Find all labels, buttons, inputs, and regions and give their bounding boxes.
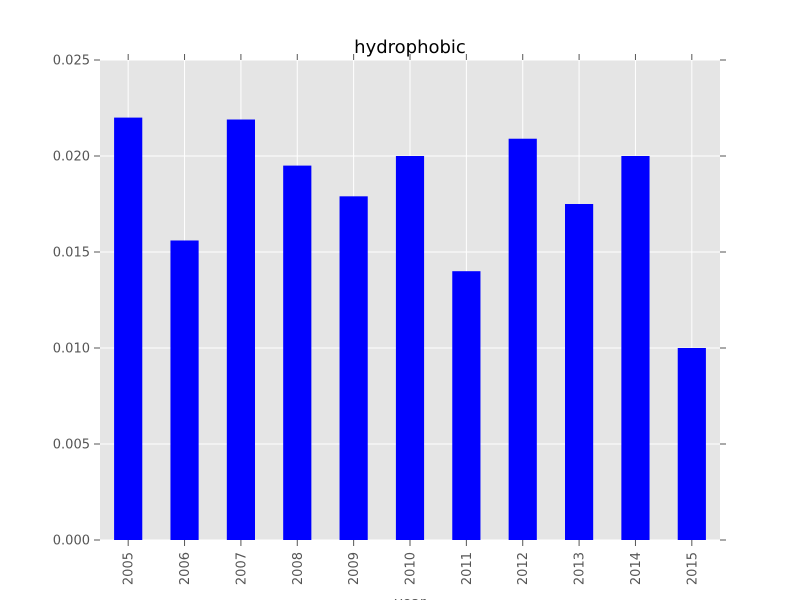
x-axis-label: year <box>394 595 425 600</box>
bar-2013 <box>565 204 594 540</box>
x-tick-label: 2011 <box>460 552 475 585</box>
y-tick-label: 0.025 <box>53 54 90 69</box>
x-tick-label: 2015 <box>685 552 700 585</box>
x-tick-label: 2013 <box>573 552 588 585</box>
bar-2011 <box>452 271 481 540</box>
x-tick-label: 2014 <box>629 552 644 585</box>
x-tick-labels: 2005 2006 2007 2008 2009 2010 2011 2012 2013 2014… <box>122 552 701 585</box>
x-tick-label: 2009 <box>347 552 362 585</box>
bar-2015 <box>677 348 706 540</box>
x-tick-marks <box>127 54 693 546</box>
x-tick-label: 2007 <box>234 552 249 585</box>
bar-2014 <box>621 156 650 540</box>
chart-title: hydrophobic <box>354 37 466 58</box>
y-tick-label: 0.010 <box>53 342 90 357</box>
bar-2005 <box>114 117 143 540</box>
bars <box>114 117 706 541</box>
y-tick-marks <box>94 59 726 541</box>
x-tick-label: 2005 <box>122 552 137 585</box>
x-tick-label: 2008 <box>291 552 306 585</box>
bar-2010 <box>395 156 425 540</box>
y-tick-labels: 0.000 0.005 0.010 0.015 0.020 0.025 <box>53 54 90 549</box>
y-tick-label: 0.015 <box>53 246 90 261</box>
y-tick-label: 0.005 <box>53 438 90 453</box>
bar-2008 <box>283 165 312 540</box>
bar-2007 <box>226 119 255 541</box>
x-tick-label: 2006 <box>178 552 193 585</box>
bar-2009 <box>339 196 368 540</box>
x-tick-label: 2010 <box>404 552 419 585</box>
bar-2006 <box>170 240 199 541</box>
y-tick-label: 0.020 <box>53 150 90 165</box>
x-tick-label: 2012 <box>516 552 531 585</box>
bar-2012 <box>508 138 537 540</box>
y-tick-label: 0.000 <box>53 534 90 549</box>
